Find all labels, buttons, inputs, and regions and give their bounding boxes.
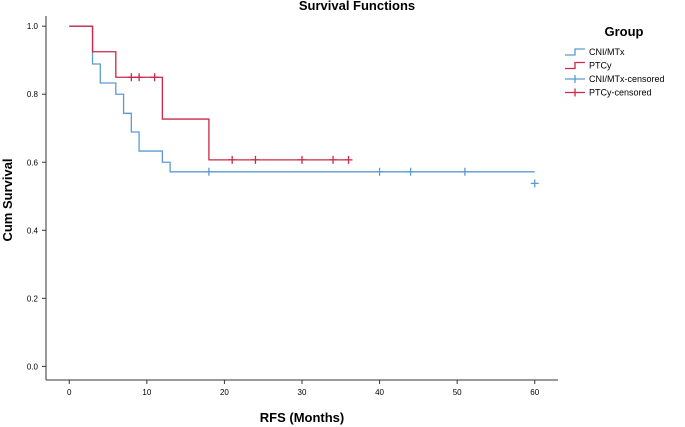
x-tick-label: 20 bbox=[220, 388, 229, 397]
y-tick-label: 0.6 bbox=[27, 158, 39, 167]
ptcy-censor-mark bbox=[329, 155, 338, 164]
legend-swatch bbox=[565, 88, 585, 97]
cni-mtx-censor-mark bbox=[460, 167, 469, 176]
legend-label: CNI/MTx bbox=[589, 47, 625, 57]
legend-label: PTCy bbox=[589, 61, 612, 71]
legend: Group CNI/MTx PTCy CNI/MTx-censored PTCy-ce… bbox=[565, 24, 665, 98]
ptcy-censor-mark bbox=[135, 73, 144, 82]
y-tick-label: 0.2 bbox=[27, 294, 39, 303]
ptcy-curve bbox=[69, 25, 349, 161]
ptcy-censor-mark bbox=[298, 155, 306, 164]
x-tick-label: 50 bbox=[453, 388, 462, 397]
cni-mtx-censor-mark bbox=[530, 179, 539, 188]
plot-axes bbox=[45, 16, 558, 381]
y-tick-label: 0.0 bbox=[27, 362, 39, 371]
chart-title: Survival Functions bbox=[299, 0, 415, 13]
y-tick-label: 0.8 bbox=[27, 90, 39, 99]
legend-label: PTCy-censored bbox=[589, 88, 652, 98]
survival-curves bbox=[69, 25, 535, 173]
cni-mtx-censor-mark bbox=[406, 167, 415, 176]
cni-mtx-curve bbox=[69, 25, 535, 173]
x-tick-label: 30 bbox=[298, 388, 307, 397]
axis-ticks: 0 10 20 30 40 50 60 0.0 0.2 0.4 0.6 0.8 1.0 bbox=[27, 22, 540, 397]
x-tick-label: 10 bbox=[142, 388, 151, 397]
legend-title: Group bbox=[605, 24, 644, 39]
y-tick-label: 1.0 bbox=[27, 22, 39, 31]
cni-mtx-censor-mark bbox=[204, 167, 213, 176]
legend-swatch bbox=[565, 61, 585, 70]
ptcy-censor-mark bbox=[344, 155, 353, 164]
x-tick-label: 0 bbox=[67, 388, 72, 397]
legend-swatch bbox=[565, 48, 585, 56]
x-axis-title: RFS (Months) bbox=[260, 410, 344, 425]
legend-swatch bbox=[565, 75, 585, 83]
cni-mtx-censor-mark bbox=[375, 167, 384, 176]
ptcy-censor-mark bbox=[228, 155, 237, 164]
legend-entry: CNI/MTx bbox=[565, 47, 625, 57]
y-tick-label: 0.4 bbox=[27, 226, 39, 235]
y-axis-title: Cum Survival bbox=[0, 158, 15, 241]
ptcy-censor-mark bbox=[251, 155, 260, 164]
ptcy-censor-mark bbox=[127, 73, 136, 82]
legend-entry: CNI/MTx-censored bbox=[565, 74, 665, 84]
legend-label: CNI/MTx-censored bbox=[589, 74, 665, 84]
ptcy-censor-mark bbox=[150, 73, 159, 82]
x-tick-label: 60 bbox=[530, 388, 539, 397]
x-tick-label: 40 bbox=[375, 388, 384, 397]
censor-markers bbox=[127, 73, 539, 188]
legend-entry: PTCy-censored bbox=[565, 88, 652, 98]
legend-entry: PTCy bbox=[565, 61, 612, 71]
